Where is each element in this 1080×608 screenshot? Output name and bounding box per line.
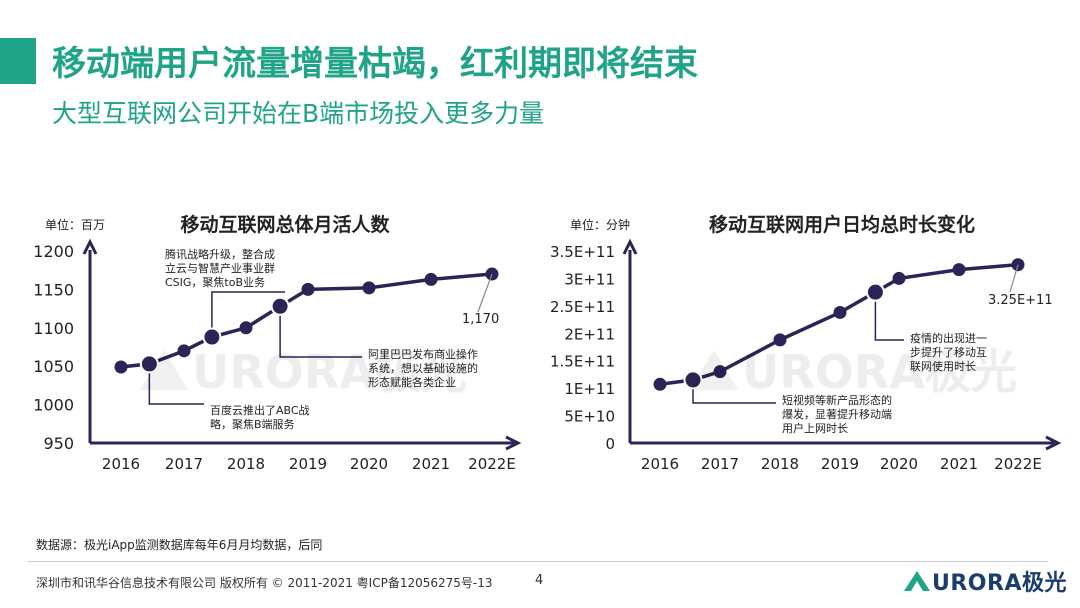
chart-2-data-point [892,271,906,285]
chart-2-x-axis-arrow [1045,435,1062,451]
chart-1-highlight-point [139,354,159,374]
chart-2-x-tick-label: 2019 [821,455,859,473]
chart-1-x-tick-label: 2021 [412,455,450,473]
chart-1-callout-text: 略，聚焦B端服务 [210,417,295,431]
copyright-footer: 深圳市和讯华谷信息技术有限公司 版权所有 © 2011-2021 粤ICP备12… [36,576,493,590]
chart-2-data-point [773,333,787,347]
chart-2-highlight-point [683,370,703,390]
aurora-logo: URORA极光 [902,566,1067,596]
chart-1-x-tick-label: 2019 [289,455,327,473]
chart-2-y-tick-label: 0 [605,435,615,453]
chart-1-callout-text: 立云与智慧产业事业群 [165,261,275,275]
chart-2-callout-text: 短视频等新产品形态的 [782,393,892,407]
page-title: 移动端用户流量增量枯竭，红利期即将结束 [52,44,698,84]
chart-2-data-point [952,263,966,277]
chart-1-callout-leader [279,306,362,358]
chart-2-callout-text: 用户上网时长 [782,421,848,435]
chart-2-callout-text: 爆发，显著提升移动端 [782,407,892,421]
chart-2-x-tick-label: 2022E [994,455,1042,473]
chart-1-y-tick-label: 1050 [33,357,74,376]
chart-2-y-tick-label: 2E+11 [564,325,615,343]
chart-2-title: 移动互联网用户日均总时长变化 [709,213,975,236]
watermark-logo-icon [690,350,738,390]
chart-1-data-point [114,360,128,374]
chart-1-data-point [362,281,376,295]
chart-1-callout-text: 腾讯战略升级，整合成 [165,247,275,261]
chart-1-y-axis-arrow [82,238,98,255]
chart-1-series-line [120,272,493,369]
chart-1-x-tick-label: 2020 [350,455,388,473]
chart-2-callout-text: 步提升了移动互 [910,346,987,359]
chart-2-end-label-leader [1009,264,1019,293]
chart-2-y-tick-label: 2.5E+11 [550,298,615,316]
watermark-logo-icon [140,350,188,390]
chart-1-callout-text: 阿里巴巴发布商业操作 [368,347,478,361]
chart-1-x-tick-label: 2017 [165,455,203,473]
chart-2-y-tick-label: 5E+10 [564,408,615,426]
watermark-text: URORA极光 [742,345,1017,399]
chart-1-callout-text: 形态赋能各类企业 [368,375,456,389]
title-accent-bar [0,38,36,84]
chart-2-unit-label: 单位：分钟 [570,217,630,232]
chart-2-callout-text: 联网使用时长 [910,360,976,373]
chart-2-callout-leader [874,292,904,341]
page-subtitle: 大型互联网公司开始在B端市场投入更多力量 [52,99,545,128]
chart-2-x-tick-label: 2016 [641,455,679,473]
chart-1-callout-text: 系统，想以基础设施的 [368,361,478,375]
chart-2-y-tick-label: 1.5E+11 [550,353,615,371]
chart-1-highlight-point [270,296,290,316]
chart-1-callout-leader [148,363,204,405]
chart-1-callout-leader [211,291,285,338]
chart-2-end-label: 3.25E+11 [988,293,1053,308]
chart-2-y-tick-label: 1E+11 [564,380,615,398]
chart-1-end-label: 1,170 [462,312,499,327]
page-number: 4 [535,573,544,588]
chart-2-data-point [833,305,847,319]
chart-2-y-axis-arrow [622,238,638,255]
chart-2-y-tick-label: 3.5E+11 [550,243,615,261]
chart-1-data-point [177,344,191,358]
chart-1-data-point [424,272,438,286]
chart-1-callout-text: CSIG，聚焦toB业务 [165,276,265,289]
watermark-text: URORA极光 [192,345,467,399]
chart-2-data-point [653,377,667,391]
chart-2-highlight-point [865,282,885,302]
chart-1-unit-label: 单位：百万 [45,217,105,232]
chart-1-highlight-point [202,327,222,347]
chart-1-end-label-leader [477,273,493,313]
chart-2-x-tick-label: 2020 [880,455,918,473]
charts-canvas: 移动互联网总体月活人数 单位：百万 950 1000 1050 1100 1150 1200 2… [33,213,1062,473]
chart-2-y-tick-label: 3E+11 [564,270,615,288]
chart-2-callout-text: 疫情的出现进一 [910,331,987,345]
chart-1-y-tick-label: 1000 [33,396,74,415]
chart-1-x-tick-label: 2022E [468,455,516,473]
chart-2-data-point [713,365,727,379]
data-source-note: 数据源：极光iApp监测数据库每年6月月均数据，后同 [36,538,323,552]
chart-1-x-tick-label: 2018 [227,455,265,473]
chart-1-data-point [239,321,253,335]
logo-text: URORA极光 [932,571,1067,596]
chart-1-y-tick-label: 1150 [33,280,74,299]
chart-1-x-axis-arrow [505,435,522,451]
chart-1-y-tick-label: 1200 [33,242,74,261]
chart-1-y-tick-label: 1100 [33,319,74,338]
footer-divider [28,561,1048,562]
chart-2-x-tick-label: 2017 [701,455,739,473]
chart-1-data-point [301,282,315,296]
chart-2-x-tick-label: 2021 [940,455,978,473]
chart-1-y-tick-label: 950 [43,434,74,453]
chart-1-x-tick-label: 2016 [102,455,140,473]
chart-1-title: 移动互联网总体月活人数 [180,213,390,236]
chart-2-x-tick-label: 2018 [761,455,799,473]
aurora-logo-icon [904,571,930,591]
chart-1-callout-text: 百度云推出了ABC战 [210,403,310,417]
